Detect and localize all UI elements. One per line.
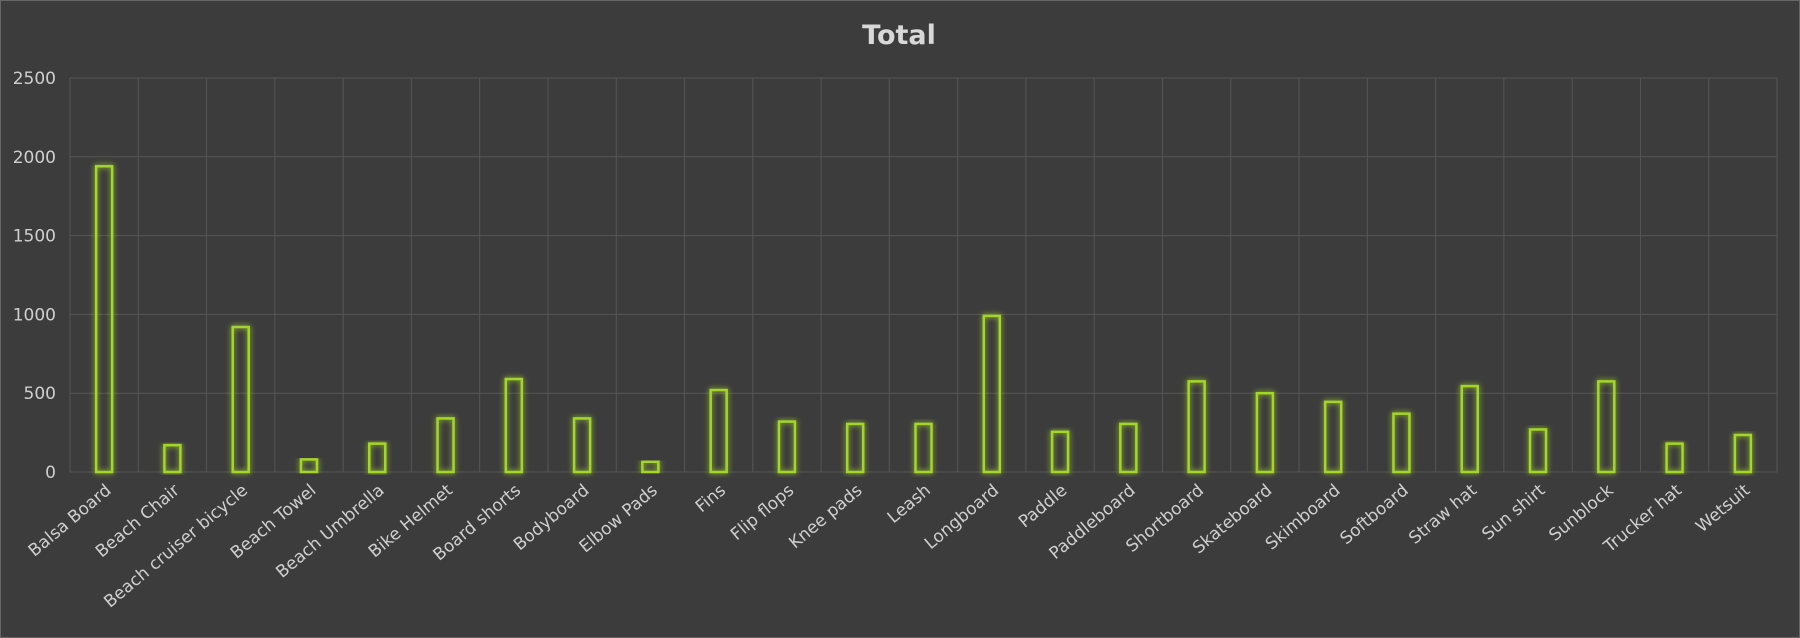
bar (1392, 412, 1411, 474)
y-tick-label: 1500 (13, 227, 56, 247)
x-tick-label: Leash (884, 481, 935, 528)
grid (69, 77, 1778, 473)
y-tick-label: 0 (45, 463, 56, 483)
x-tick-label: Straw hat (1405, 480, 1481, 548)
bar (504, 377, 524, 474)
bar (709, 388, 728, 474)
bar (982, 314, 1002, 474)
bar (572, 417, 592, 474)
x-tick-label: Longboard (921, 481, 1003, 554)
bar (1597, 380, 1616, 474)
bar (845, 422, 865, 474)
bar (1665, 442, 1684, 474)
bar (231, 325, 250, 474)
bar (94, 165, 114, 474)
bar (299, 458, 319, 474)
x-tick-label: Softboard (1337, 481, 1413, 549)
x-tick-label: Paddle (1015, 481, 1071, 533)
chart-title: Total (862, 20, 936, 51)
x-tick-label: Fins (692, 480, 730, 517)
bar (641, 460, 660, 474)
y-tick-label: 1000 (13, 305, 56, 325)
bar (368, 442, 387, 474)
y-tick-label: 2500 (13, 69, 56, 89)
x-tick-label: Knee pads (785, 480, 866, 553)
bar (1119, 422, 1138, 474)
bar (1528, 428, 1548, 474)
x-tick-label: Wetsuit (1692, 480, 1754, 537)
y-tick-label: 500 (24, 384, 56, 404)
y-tick-label: 2000 (13, 148, 56, 168)
bar (1255, 391, 1275, 474)
y-axis: 0 500 1000 1500 2000 2500 (13, 69, 56, 483)
bar (1187, 380, 1206, 474)
x-tick-label: Sun shirt (1478, 480, 1549, 544)
bar (436, 417, 455, 474)
bar (1733, 433, 1753, 474)
x-tick-label: Skimboard (1262, 481, 1345, 555)
bar (914, 422, 933, 474)
bar (777, 420, 797, 474)
bar (163, 443, 182, 474)
bar (1323, 400, 1343, 474)
bars (94, 165, 1753, 474)
bar (1460, 384, 1479, 474)
bar (1050, 430, 1070, 474)
